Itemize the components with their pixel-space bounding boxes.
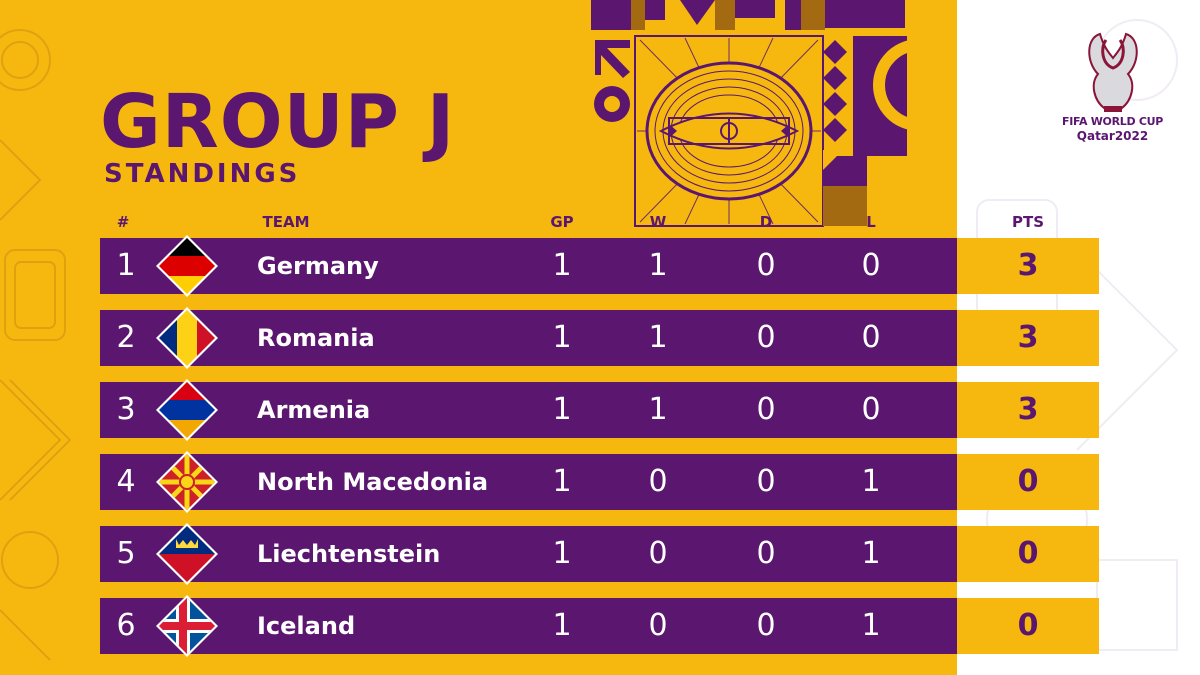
standings-row-north-macedonia: 4 North Macedonia 1 0 <box>100 451 1100 513</box>
points-cell-background <box>957 382 1099 438</box>
column-header-pts: PTS <box>1011 213 1045 231</box>
north-macedonia-flag-icon <box>156 451 218 513</box>
points-cell: 3 <box>1017 392 1039 427</box>
standings-row-armenia: 3 Armenia 1 1 0 0 3 <box>100 379 1100 441</box>
rank-cell: 2 <box>116 320 136 355</box>
column-header-rank: # <box>116 213 130 231</box>
wins-cell: 1 <box>648 320 668 355</box>
logo-text-fifa-world-cup: FIFA WORLD CUP <box>1062 115 1163 128</box>
row-background <box>100 454 957 510</box>
armenia-flag-icon <box>156 379 218 441</box>
logo-text-qatar-2022: Qatar2022 <box>1076 129 1149 143</box>
points-cell: 0 <box>1017 464 1039 499</box>
row-background <box>100 238 957 294</box>
points-cell: 3 <box>1017 248 1039 283</box>
team-name: North Macedonia <box>257 468 489 496</box>
rank-cell: 6 <box>116 608 136 643</box>
points-cell-background <box>957 310 1099 366</box>
points-cell-background <box>957 238 1099 294</box>
page-title: GROUP J <box>100 79 456 165</box>
wins-cell: 1 <box>648 248 668 283</box>
points-cell: 0 <box>1017 608 1039 643</box>
wins-cell: 0 <box>648 464 668 499</box>
team-name: Liechtenstein <box>257 540 441 568</box>
team-name: Germany <box>257 252 379 280</box>
standings-row-germany: 1 Germany 1 1 0 0 3 <box>100 235 1100 297</box>
row-background <box>100 382 957 438</box>
stadium-pattern-decoration <box>591 0 920 227</box>
rank-cell: 4 <box>116 464 136 499</box>
column-header-gp: GP <box>550 213 574 231</box>
points-cell-background <box>957 454 1099 510</box>
rank-cell: 3 <box>116 392 136 427</box>
wins-cell: 0 <box>648 608 668 643</box>
wins-cell: 1 <box>648 392 668 427</box>
games-played-cell: 1 <box>552 536 572 571</box>
games-played-cell: 1 <box>552 320 572 355</box>
draws-cell: 0 <box>756 248 776 283</box>
points-cell-background <box>957 598 1099 654</box>
draws-cell: 0 <box>756 464 776 499</box>
games-played-cell: 1 <box>552 608 572 643</box>
games-played-cell: 1 <box>552 392 572 427</box>
standings-row-liechtenstein: 5 Liechtenstein 1 0 0 1 0 <box>100 523 1100 585</box>
rank-cell: 5 <box>116 536 136 571</box>
left-pattern-decoration <box>0 29 72 661</box>
row-background <box>100 310 957 366</box>
standings-row-romania: 2 Romania 1 1 0 0 3 <box>100 307 1100 369</box>
rank-cell: 1 <box>116 248 136 283</box>
table-bottom-strip <box>100 658 957 675</box>
draws-cell: 0 <box>756 320 776 355</box>
losses-cell: 1 <box>861 464 881 499</box>
liechtenstein-flag-icon <box>156 523 218 585</box>
losses-cell: 1 <box>861 536 881 571</box>
losses-cell: 0 <box>861 392 881 427</box>
germany-flag-icon <box>156 235 218 297</box>
standings-row-iceland: 6 Iceland 1 0 0 1 0 <box>100 595 1100 657</box>
games-played-cell: 1 <box>552 248 572 283</box>
column-header-w: W <box>649 213 667 231</box>
points-cell-background <box>957 526 1099 582</box>
wins-cell: 0 <box>648 536 668 571</box>
losses-cell: 0 <box>861 320 881 355</box>
draws-cell: 0 <box>756 608 776 643</box>
games-played-cell: 1 <box>552 464 572 499</box>
column-header-l: L <box>866 213 876 231</box>
draws-cell: 0 <box>756 392 776 427</box>
fifa-world-cup-logo: FIFA WORLD CUP Qatar2022 <box>1050 28 1175 146</box>
losses-cell: 1 <box>861 608 881 643</box>
column-header-d: D <box>759 213 773 231</box>
page-subtitle: STANDINGS <box>104 159 301 189</box>
iceland-flag-icon <box>156 595 218 657</box>
row-background <box>100 598 957 654</box>
team-name: Iceland <box>257 612 356 640</box>
draws-cell: 0 <box>756 536 776 571</box>
row-background <box>100 526 957 582</box>
team-name: Armenia <box>257 396 371 424</box>
team-name: Romania <box>257 324 375 352</box>
points-cell: 3 <box>1017 320 1039 355</box>
column-header-team: TEAM <box>262 213 310 231</box>
world-cup-trophy-icon <box>1088 32 1138 112</box>
points-cell: 0 <box>1017 536 1039 571</box>
romania-flag-icon <box>156 307 218 369</box>
losses-cell: 0 <box>861 248 881 283</box>
